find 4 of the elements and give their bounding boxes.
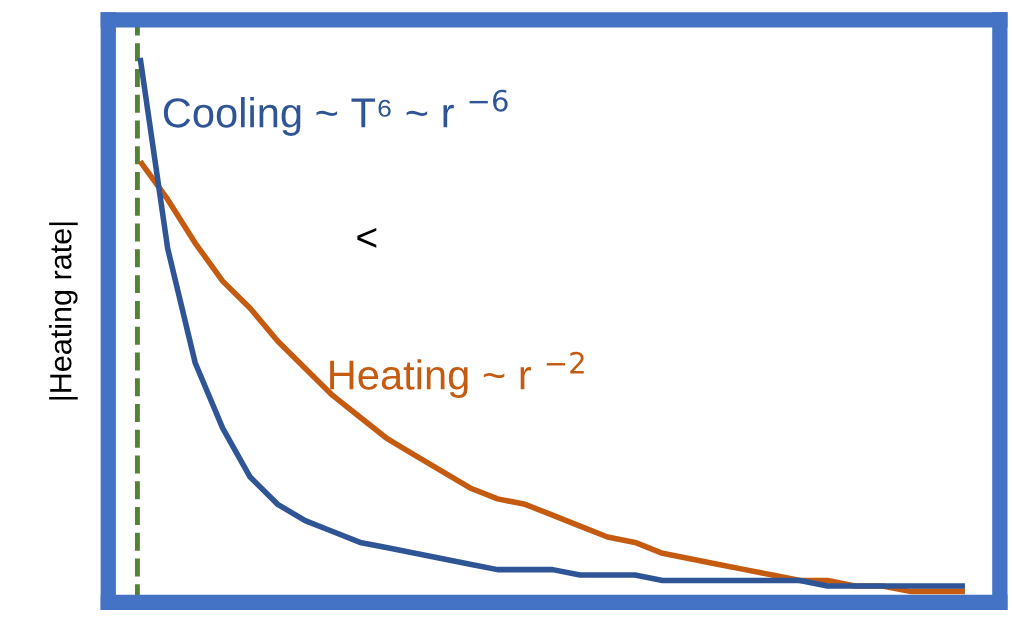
annotation: < (357, 227, 377, 248)
series-label: Heating ~ r $^{−2}$ (330, 351, 584, 398)
y-axis-title: |Heating rate| (49, 222, 78, 400)
series-label: Cooling ~ T⁶ ~ r $^{−6}$ (163, 89, 508, 136)
